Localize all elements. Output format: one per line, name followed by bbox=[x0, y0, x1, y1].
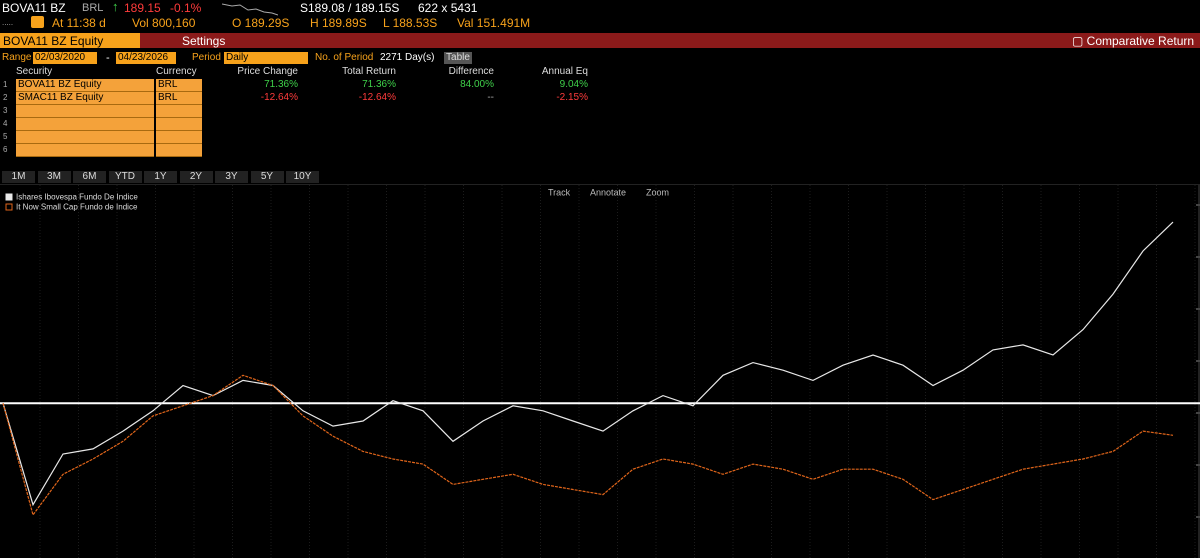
column-header: Price Change bbox=[237, 66, 298, 77]
value-cell: -12.64% bbox=[358, 92, 396, 103]
currency: BRL bbox=[82, 2, 104, 14]
chart-border bbox=[0, 184, 1200, 185]
time: At 11:38 d bbox=[52, 16, 106, 30]
input-cell[interactable]: BRL bbox=[156, 92, 202, 105]
range-button[interactable]: 3Y bbox=[215, 171, 248, 183]
range-button[interactable]: 2Y bbox=[179, 171, 213, 183]
last-price: 189.15 bbox=[124, 1, 161, 15]
legend-swatch bbox=[5, 193, 13, 201]
range-button[interactable]: YTD bbox=[108, 171, 142, 183]
table-button[interactable]: Table bbox=[444, 52, 472, 64]
legend-swatch bbox=[5, 203, 13, 211]
security: BOVA11 BZ Equity bbox=[3, 34, 104, 48]
range-button[interactable]: 3M bbox=[37, 171, 71, 183]
value-cell: -12.64% bbox=[260, 92, 298, 103]
function-title: ▢ Comparative Return bbox=[1072, 34, 1195, 48]
range-label: Range bbox=[2, 52, 32, 63]
low: L 188.53S bbox=[383, 16, 438, 30]
input-cell[interactable] bbox=[16, 131, 154, 144]
value-cell: 71.36% bbox=[264, 79, 298, 90]
change: -0.1% bbox=[170, 1, 202, 15]
column-header: Total Return bbox=[342, 66, 396, 77]
value-cell: 84.00% bbox=[460, 79, 494, 90]
series-line bbox=[2, 374, 1174, 517]
period-label: Period bbox=[192, 52, 221, 63]
range-button[interactable]: 10Y bbox=[286, 171, 319, 183]
symbol: BOVA11 BZ bbox=[2, 1, 66, 15]
function: Comparative Return bbox=[1086, 34, 1195, 48]
row-number: 3 bbox=[3, 106, 8, 115]
start-date[interactable]: 02/03/2020 bbox=[33, 52, 97, 64]
sparkline bbox=[222, 3, 278, 16]
input-cell[interactable]: SMAC11 BZ Equity bbox=[16, 92, 154, 105]
input-cell[interactable] bbox=[156, 118, 202, 131]
column-header: Annual Eq bbox=[541, 66, 588, 77]
series-line bbox=[2, 221, 1174, 507]
value-cell: -- bbox=[487, 92, 494, 103]
periods-label: No. of Period bbox=[315, 52, 374, 63]
header-bar bbox=[0, 33, 1200, 48]
settings[interactable]: Settings bbox=[182, 34, 226, 48]
input-cell[interactable] bbox=[16, 144, 154, 157]
chart-tool: Annotate bbox=[590, 187, 626, 197]
up-arrow: ↑ bbox=[112, 0, 119, 14]
legend-label: It Now Small Cap Fundo de Indice bbox=[16, 203, 138, 212]
chart-tool: Zoom bbox=[646, 187, 669, 197]
chart: Track Annotate Zoom Ishares Ibovespa Fundo … bbox=[0, 185, 1200, 558]
size: 622 x 5431 bbox=[418, 1, 478, 15]
input-cell[interactable]: BRL bbox=[156, 79, 202, 92]
input-cell[interactable] bbox=[16, 118, 154, 131]
input-cell[interactable] bbox=[156, 144, 202, 157]
value-cell: 71.36% bbox=[362, 79, 396, 90]
value-cell: 9.04% bbox=[559, 79, 588, 90]
range-button[interactable]: 6M bbox=[73, 171, 106, 183]
row-number: 1 bbox=[3, 80, 8, 89]
input-cell[interactable]: BOVA11 BZ Equity bbox=[16, 79, 154, 92]
row-number: 6 bbox=[3, 145, 8, 154]
range-button[interactable]: 1Y bbox=[144, 171, 177, 183]
icon bbox=[31, 16, 44, 28]
row-number: 5 bbox=[3, 132, 8, 141]
legend-label: Ishares Ibovespa Fundo De Indice bbox=[16, 193, 138, 202]
bid-ask: S189.08 / 189.15S bbox=[300, 1, 400, 15]
chart-tool: Track bbox=[548, 187, 571, 197]
dash: - bbox=[106, 52, 110, 64]
volume: Vol 800,160 bbox=[132, 16, 196, 30]
column-header: Currency bbox=[156, 66, 197, 77]
value-cell: -2.15% bbox=[556, 92, 588, 103]
value: Val 151.491M bbox=[457, 16, 531, 30]
input-cell[interactable] bbox=[156, 131, 202, 144]
end-date[interactable]: 04/23/2026 bbox=[116, 52, 176, 64]
dots: ..... bbox=[2, 18, 14, 27]
periods: 2271 Day(s) bbox=[380, 52, 435, 63]
high: H 189.89S bbox=[310, 16, 367, 30]
input-cell[interactable] bbox=[156, 105, 202, 118]
row-number: 2 bbox=[3, 93, 8, 102]
security-field[interactable] bbox=[0, 33, 140, 48]
range-button[interactable]: 1M bbox=[2, 171, 35, 183]
input-cell[interactable] bbox=[16, 105, 154, 118]
open: O 189.29S bbox=[232, 16, 290, 30]
row-number: 4 bbox=[3, 119, 8, 128]
column-header: Security bbox=[16, 66, 53, 77]
period[interactable]: Daily bbox=[224, 52, 308, 64]
range-button[interactable]: 5Y bbox=[250, 171, 284, 183]
column-header: Difference bbox=[448, 66, 494, 77]
